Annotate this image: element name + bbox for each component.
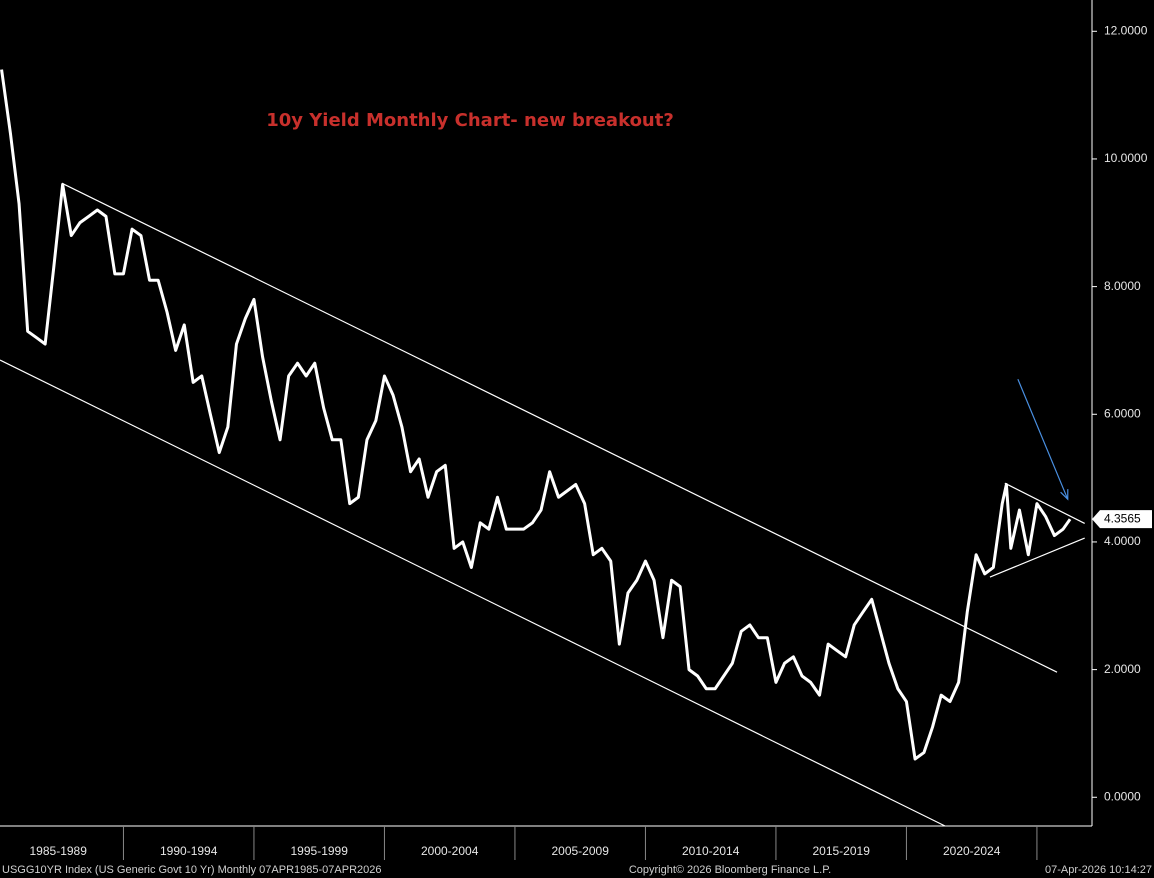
yield-line [0,69,1072,761]
trendline [989,537,1085,578]
last-value-label: 4.3565 [1104,511,1141,525]
footer-left: USGG10YR Index (US Generic Govt 10 Yr) M… [2,864,381,876]
y-tick-label: 6.0000 [1104,406,1141,420]
y-tick-label: 10.0000 [1104,151,1148,165]
y-tick-label: 4.0000 [1104,534,1141,548]
x-tick-label: 1990-1994 [160,844,218,858]
chart-title: 10y Yield Monthly Chart- new breakout? [266,110,674,131]
y-tick-label: 12.0000 [1104,23,1148,37]
footer-center: Copyright© 2026 Bloomberg Finance L.P. [629,864,831,876]
x-tick-label: 2010-2014 [682,844,740,858]
y-tick-label: 2.0000 [1104,662,1141,676]
last-value-tag [1092,510,1152,529]
x-tick-label: 1985-1989 [30,844,88,858]
footer-right: 07-Apr-2026 10:14:27 [1045,864,1152,876]
x-tick-label: 2000-2004 [421,844,479,858]
y-tick-label: 0.0000 [1104,789,1141,803]
x-tick-label: 2005-2009 [551,844,609,858]
trendline [1004,482,1085,524]
arrow-head [1060,489,1069,501]
y-tick-label: 8.0000 [1104,279,1141,293]
trendline [0,359,946,827]
arrow [1017,378,1069,500]
x-tick-label: 2015-2019 [812,844,870,858]
trendline [61,182,1058,673]
x-tick-label: 2020-2024 [943,844,1001,858]
x-tick-label: 1995-1999 [291,844,349,858]
